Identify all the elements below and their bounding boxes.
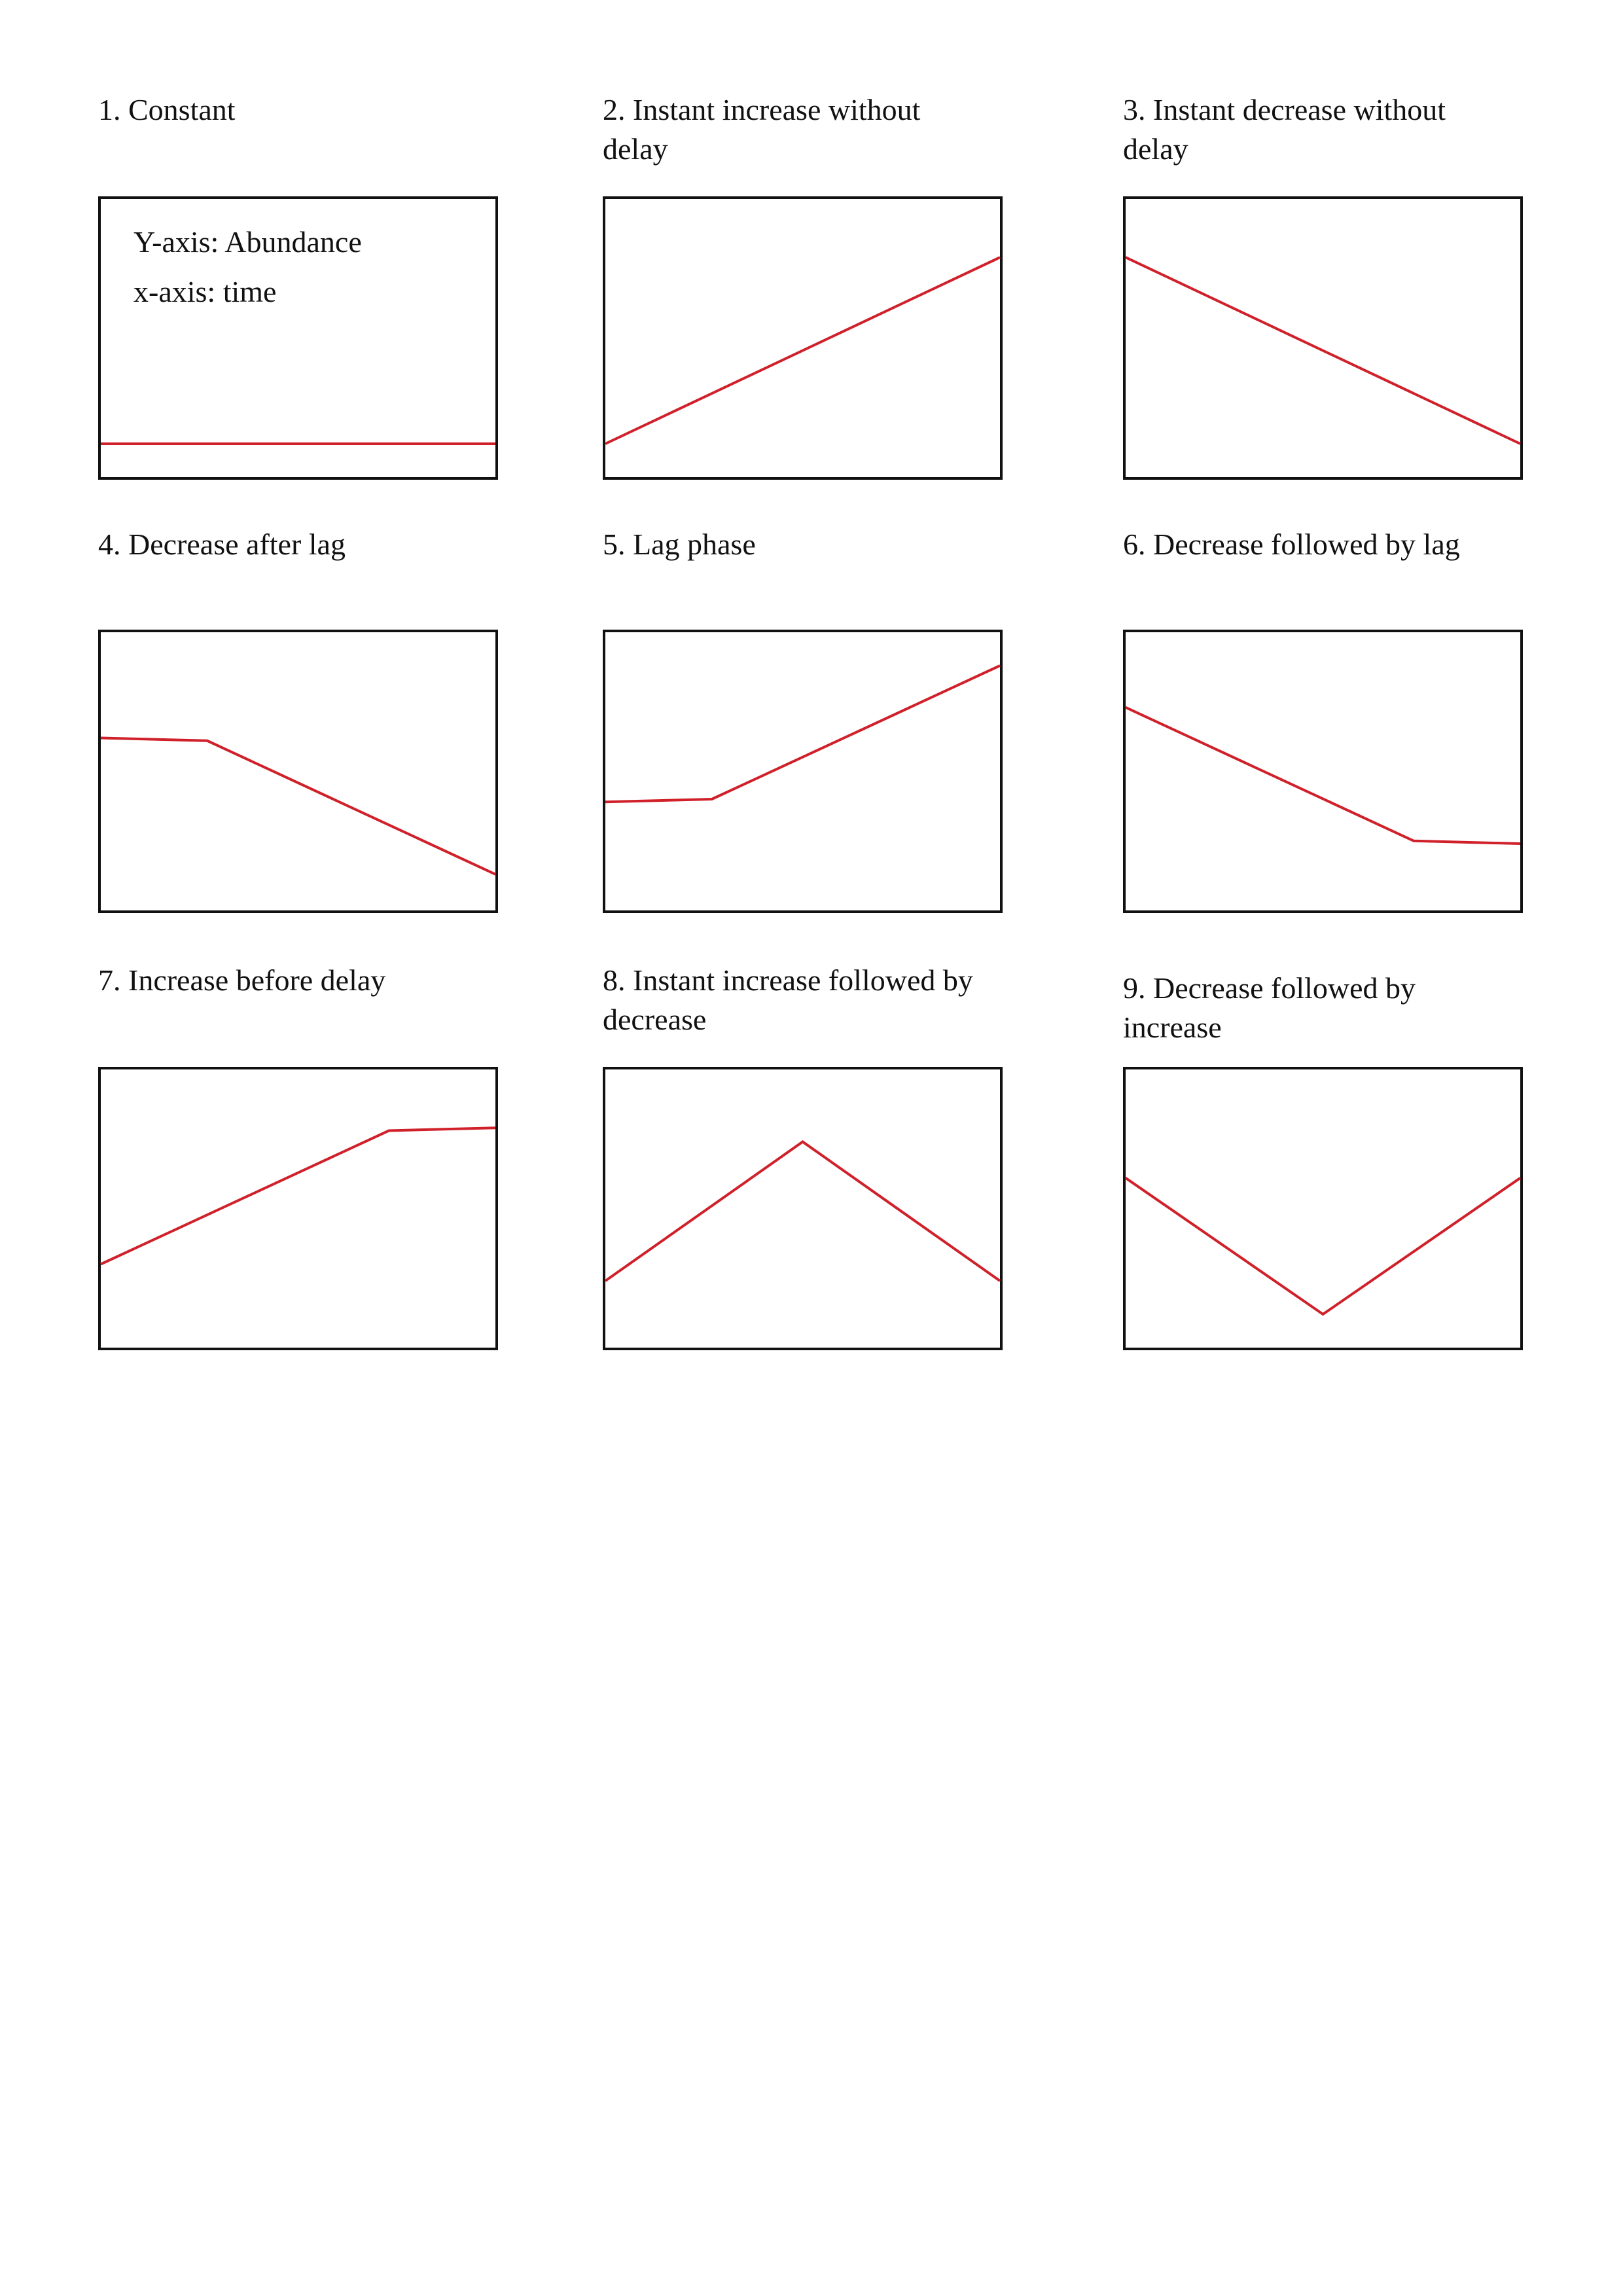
chart-frame-4 xyxy=(98,630,498,913)
series-line-2 xyxy=(605,256,1001,445)
chart-title-5: 5. Lag phase xyxy=(603,528,756,561)
chart-title-7: 7. Increase before delay xyxy=(98,963,386,997)
chart-title-2: 2. Instant increase without delay xyxy=(603,93,921,166)
chart-frame-6 xyxy=(1123,630,1523,913)
chart-plot-7 xyxy=(100,1126,496,1266)
chart-title-3: 3. Instant decrease without delay xyxy=(1123,93,1446,166)
series-line-9 xyxy=(1124,1177,1522,1316)
series-line-3 xyxy=(1125,256,1521,445)
chart-plot-2 xyxy=(605,256,1001,445)
chart-frame-2 xyxy=(603,196,1003,480)
x-axis-note: x-axis: time xyxy=(134,275,277,308)
chart-frame-9 xyxy=(1123,1067,1523,1350)
chart-frame-5 xyxy=(603,630,1003,913)
y-axis-note: Y-axis: Abundance xyxy=(134,225,362,259)
chart-plot-1 xyxy=(101,442,495,445)
chart-title-1: 1. Constant xyxy=(98,93,236,126)
series-line-8 xyxy=(604,1140,1001,1282)
series-line-4 xyxy=(100,736,496,876)
chart-plot-9 xyxy=(1124,1177,1522,1316)
chart-title-8: 8. Instant increase followed by decrease xyxy=(603,963,973,1036)
series-line-6 xyxy=(1125,706,1521,845)
chart-frame-1: Y-axis: Abundance x-axis: time xyxy=(98,196,498,480)
chart-title-4: 4. Decrease after lag xyxy=(98,528,346,561)
chart-plot-4 xyxy=(100,736,496,876)
chart-plot-8 xyxy=(604,1140,1001,1282)
series-line-7 xyxy=(100,1126,496,1266)
chart-plot-5 xyxy=(605,664,1001,804)
chart-plot-3 xyxy=(1125,256,1521,445)
chart-title-9: 9. Decrease followed by increase xyxy=(1123,971,1416,1044)
chart-title-6: 6. Decrease followed by lag xyxy=(1123,528,1460,561)
chart-frame-8 xyxy=(603,1067,1003,1350)
series-line-5 xyxy=(605,664,1001,804)
chart-plot-6 xyxy=(1125,706,1521,845)
chart-frame-7 xyxy=(98,1067,498,1350)
chart-frame-3 xyxy=(1123,196,1523,480)
